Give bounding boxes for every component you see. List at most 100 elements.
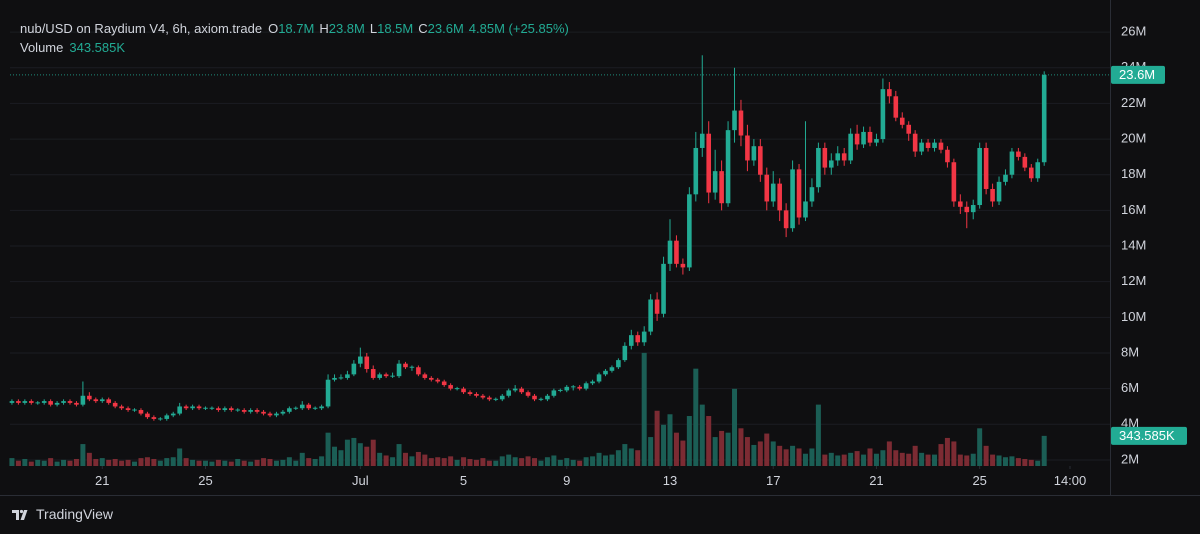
x-tick-label: 21 xyxy=(95,473,109,488)
candle-body xyxy=(603,370,608,375)
candle-body xyxy=(596,374,602,382)
volume-bar xyxy=(848,452,854,466)
candle-body xyxy=(899,117,905,125)
volume-bar xyxy=(35,459,41,466)
volume-bar xyxy=(622,444,628,466)
candle-body xyxy=(648,299,653,332)
candle-body xyxy=(525,392,531,396)
candle-body xyxy=(538,398,544,400)
last-price-badge xyxy=(1111,65,1165,84)
volume-bar xyxy=(312,458,318,466)
volume-bar xyxy=(383,455,389,466)
candle-body xyxy=(345,374,350,378)
volume-bar xyxy=(609,454,615,466)
volume-bar xyxy=(590,456,596,466)
candle-body xyxy=(641,331,647,343)
candle-body xyxy=(1022,156,1028,168)
legend-key: O xyxy=(268,21,279,36)
candle-body xyxy=(61,401,66,403)
volume-bar xyxy=(41,460,47,466)
candle-body xyxy=(964,206,970,213)
legend: nub/USD on Raydium V4, 6h, axiom.trade O… xyxy=(20,19,569,57)
volume-bar xyxy=(532,458,538,466)
volume-bar xyxy=(783,449,789,466)
candle-body xyxy=(932,142,937,148)
volume-bar xyxy=(467,458,473,466)
candle-body xyxy=(170,413,176,416)
volume-bar xyxy=(190,459,196,466)
candle-body xyxy=(822,147,828,168)
candle-body xyxy=(274,413,279,416)
volume-bar xyxy=(261,458,267,466)
candle-body xyxy=(693,147,699,195)
volume-bar xyxy=(215,459,221,466)
volume-bar xyxy=(764,433,770,466)
volume-bar xyxy=(241,460,247,466)
candle-body xyxy=(803,201,808,218)
volume-bar xyxy=(293,460,299,466)
candle-body xyxy=(261,411,266,414)
candle-body xyxy=(951,162,957,202)
candle-body xyxy=(145,413,150,418)
candle-body xyxy=(132,409,137,411)
candle-body xyxy=(461,388,466,393)
candle-body xyxy=(351,363,357,375)
candle-body xyxy=(325,379,331,407)
candle-body xyxy=(622,345,628,361)
candle-body xyxy=(35,402,41,404)
volume-bar xyxy=(390,457,396,466)
volume-series xyxy=(9,352,1047,466)
candle-body xyxy=(22,401,28,403)
tradingview-logo xyxy=(12,509,28,520)
volume-bar xyxy=(202,460,208,466)
volume-bar xyxy=(525,456,531,466)
candle-body xyxy=(138,410,144,414)
candle-body xyxy=(758,146,763,175)
candle-body xyxy=(745,135,750,161)
candle-body xyxy=(151,417,157,419)
volume-bar xyxy=(22,458,28,466)
candle-body xyxy=(448,385,453,389)
volume-bar xyxy=(835,455,841,466)
volume-bar xyxy=(822,454,828,466)
y-tick-label: 6M xyxy=(1121,380,1139,395)
volume-bar xyxy=(809,448,815,466)
candle-body xyxy=(332,377,337,380)
volume-bar xyxy=(699,404,705,466)
volume-bar xyxy=(906,453,912,466)
volume-bar xyxy=(596,452,602,466)
candle-body xyxy=(577,386,582,389)
candle-body xyxy=(74,402,79,405)
candle-body xyxy=(1016,151,1021,157)
x-tick-label: 21 xyxy=(869,473,883,488)
candle-body xyxy=(428,377,434,380)
candle-body xyxy=(990,188,995,202)
volume-bar xyxy=(157,460,163,466)
candle-body xyxy=(87,395,92,400)
price-badges: 23.6M 343.585K xyxy=(1111,65,1187,445)
candle-body xyxy=(680,263,686,268)
candle-body xyxy=(435,379,441,382)
volume-bar xyxy=(357,443,363,466)
candle-body xyxy=(938,142,944,150)
candle-body xyxy=(583,383,589,389)
candle-body xyxy=(48,401,53,405)
volume-bar xyxy=(1015,458,1021,466)
volume-bar xyxy=(1041,435,1047,466)
volume-bar xyxy=(841,454,847,466)
candle-body xyxy=(267,413,273,416)
candle-body xyxy=(287,408,292,412)
candle-body xyxy=(306,404,312,409)
volume-bar xyxy=(932,454,938,466)
candle-body xyxy=(732,110,737,131)
candle-body xyxy=(841,153,847,161)
volume-bar xyxy=(254,459,260,466)
candle-body xyxy=(687,194,692,268)
volume-bar xyxy=(757,441,763,466)
volume-bar xyxy=(480,458,486,466)
candle-body xyxy=(770,183,776,202)
candle-body xyxy=(487,397,492,400)
volume-bar xyxy=(673,432,679,466)
candle-body xyxy=(183,406,189,409)
